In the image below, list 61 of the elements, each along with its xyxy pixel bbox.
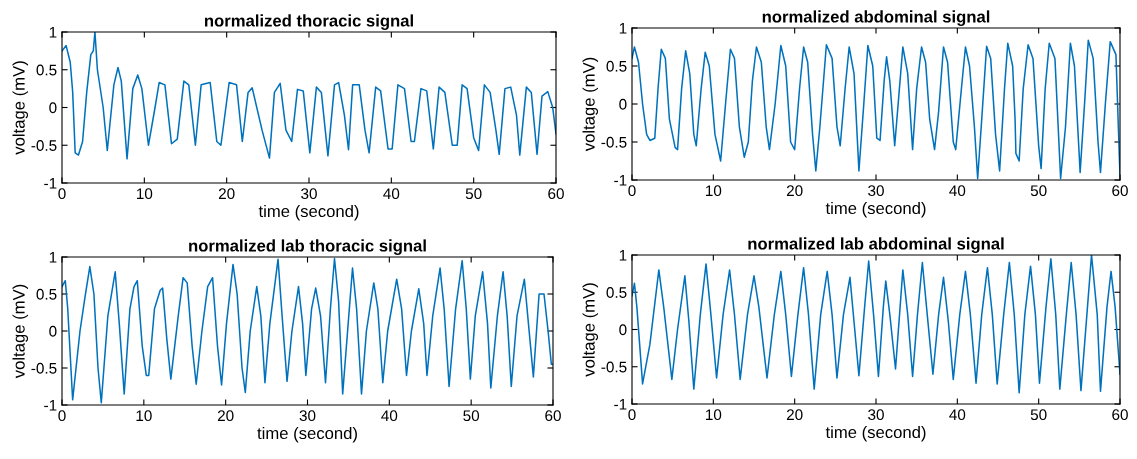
x-tick-label: 50 [463, 410, 480, 422]
x-tick-label: 0 [628, 409, 636, 421]
chart-title: normalized lab abdominal signal [748, 237, 1004, 253]
y-tick-label: -0.5 [31, 140, 57, 151]
y-tick-label: -1 [44, 400, 57, 411]
y-tick-label: 1 [49, 252, 57, 263]
x-tick-label: 20 [786, 409, 803, 421]
x-tick-label: 10 [706, 409, 722, 421]
y-tick-label: -1 [614, 399, 627, 410]
y-tick-label: 0.5 [606, 287, 627, 298]
y-axis-title: voltage (mV) [582, 57, 599, 152]
y-tick-label: 0 [49, 102, 57, 114]
x-tick-label: 40 [383, 188, 400, 200]
x-tick-label: 30 [301, 188, 317, 200]
x-axis-title: time (second) [258, 204, 359, 221]
x-axis-title: time (second) [825, 201, 926, 218]
y-tick-label: -0.5 [601, 136, 627, 148]
x-tick-label: 30 [299, 410, 316, 422]
chart-title: normalized thoracic signal [204, 14, 413, 30]
y-axis-title: voltage (mV) [12, 61, 29, 155]
x-tick-label: 10 [706, 185, 722, 197]
x-tick-label: 0 [628, 185, 636, 197]
x-tick-label: 60 [545, 410, 561, 422]
y-tick-label: 0.5 [606, 60, 627, 72]
chart-title: normalized lab thoracic signal [189, 239, 426, 255]
x-tick-label: 10 [136, 410, 152, 422]
x-tick-label: 50 [1030, 409, 1047, 421]
x-tick-label: 40 [949, 409, 966, 421]
y-axis-title: voltage (mV) [12, 284, 29, 379]
y-tick-label: 0.5 [36, 64, 57, 76]
x-tick-label: 0 [58, 188, 66, 200]
y-tick-label: 0 [49, 325, 57, 337]
x-axis-title: time (second) [825, 425, 926, 442]
y-tick-label: 0.5 [36, 288, 57, 300]
x-tick-label: 60 [1112, 409, 1128, 421]
x-tick-label: 50 [465, 188, 482, 200]
y-tick-label: -0.5 [601, 361, 627, 373]
x-tick-label: 30 [868, 185, 884, 197]
line-series [62, 257, 553, 404]
x-tick-label: 40 [381, 410, 398, 422]
y-tick-label: 1 [619, 250, 627, 261]
x-tick-label: 20 [786, 185, 803, 197]
y-tick-label: -1 [614, 175, 627, 186]
x-tick-label: 40 [949, 185, 966, 197]
x-axis-title: time (second) [257, 426, 357, 443]
x-tick-label: 60 [1112, 185, 1128, 197]
x-tick-label: 60 [548, 188, 564, 200]
x-tick-label: 0 [58, 410, 66, 422]
chart-title: normalized abdominal signal [762, 10, 990, 26]
x-tick-label: 20 [217, 410, 234, 422]
x-tick-label: 30 [868, 409, 884, 421]
y-tick-label: -1 [44, 178, 57, 189]
y-tick-label: 0 [619, 324, 627, 336]
x-tick-label: 50 [1030, 185, 1047, 197]
y-tick-label: 0 [619, 98, 627, 110]
y-tick-label: 1 [49, 27, 57, 38]
y-axis-title: voltage (mV) [582, 283, 599, 377]
y-tick-label: -0.5 [31, 362, 57, 374]
y-tick-label: 1 [619, 23, 627, 34]
x-tick-label: 20 [218, 188, 235, 200]
x-tick-label: 10 [137, 188, 153, 200]
